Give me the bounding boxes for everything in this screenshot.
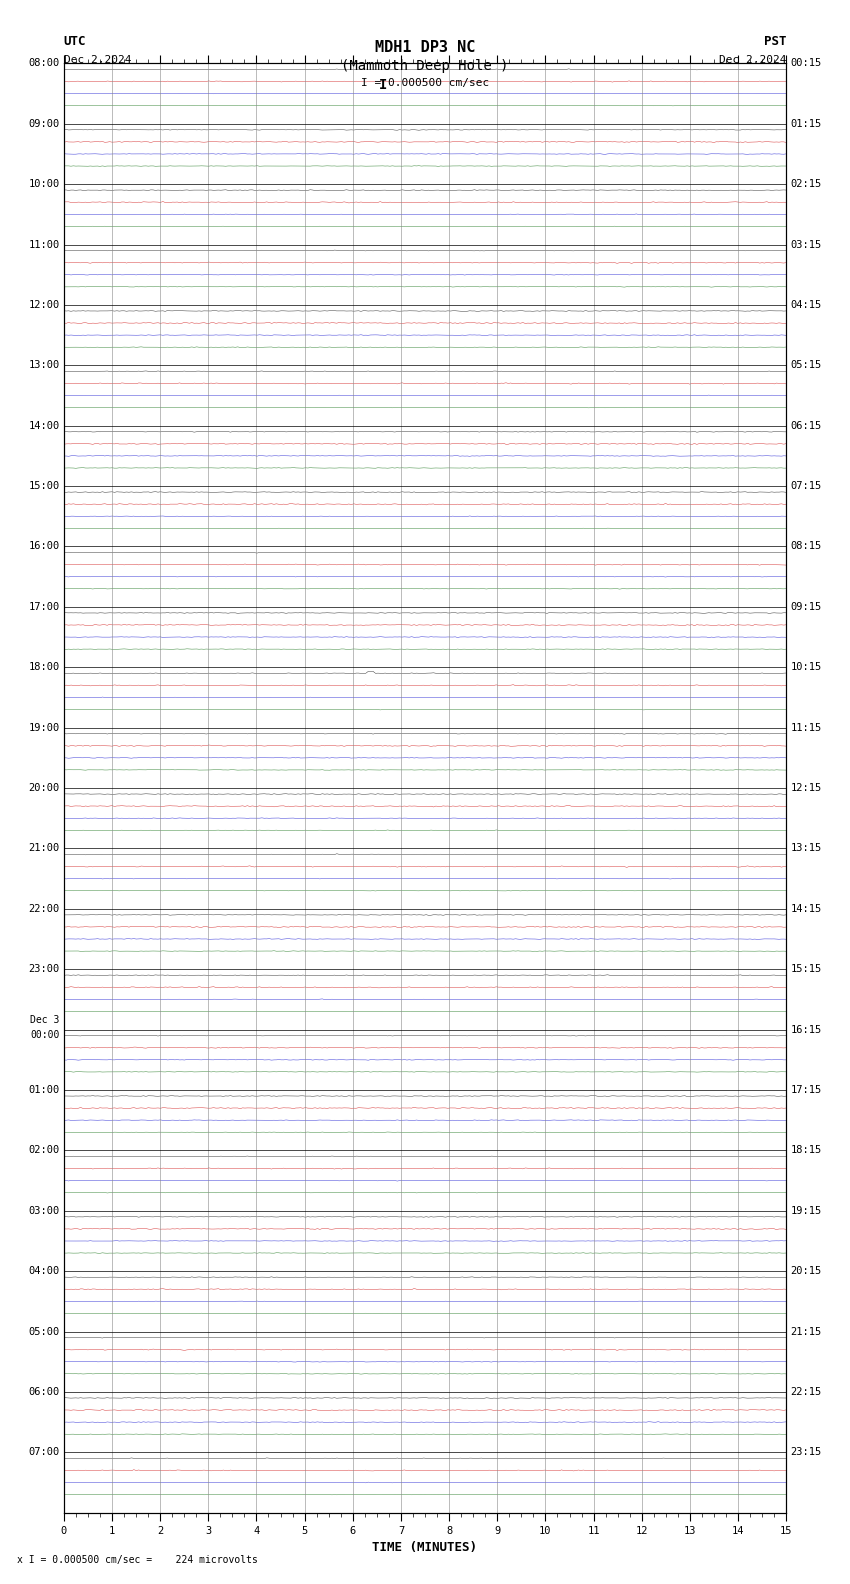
Text: I = 0.000500 cm/sec: I = 0.000500 cm/sec [361,78,489,87]
Text: 23:00: 23:00 [28,965,60,974]
Text: 23:15: 23:15 [790,1448,822,1457]
Text: 13:15: 13:15 [790,843,822,854]
Text: Dec 3: Dec 3 [30,1015,60,1025]
Text: 06:15: 06:15 [790,421,822,431]
Text: 09:15: 09:15 [790,602,822,611]
Text: 04:15: 04:15 [790,299,822,310]
Text: 17:15: 17:15 [790,1085,822,1095]
Text: 00:00: 00:00 [30,1030,60,1039]
X-axis label: TIME (MINUTES): TIME (MINUTES) [372,1541,478,1554]
Text: 10:00: 10:00 [28,179,60,188]
Text: 15:00: 15:00 [28,482,60,491]
Text: 03:00: 03:00 [28,1205,60,1217]
Text: 01:00: 01:00 [28,1085,60,1095]
Text: Dec 2,2024: Dec 2,2024 [719,55,786,65]
Text: 14:00: 14:00 [28,421,60,431]
Text: 07:00: 07:00 [28,1448,60,1457]
Text: 05:00: 05:00 [28,1326,60,1337]
Text: 02:15: 02:15 [790,179,822,188]
Text: 22:15: 22:15 [790,1388,822,1397]
Text: 06:00: 06:00 [28,1388,60,1397]
Text: 20:15: 20:15 [790,1266,822,1277]
Text: I: I [378,78,387,92]
Text: PST: PST [764,35,786,48]
Text: Dec 2,2024: Dec 2,2024 [64,55,131,65]
Text: 10:15: 10:15 [790,662,822,672]
Text: 16:15: 16:15 [790,1025,822,1034]
Text: 01:15: 01:15 [790,119,822,128]
Text: 04:00: 04:00 [28,1266,60,1277]
Text: UTC: UTC [64,35,86,48]
Text: (Mammoth Deep Hole ): (Mammoth Deep Hole ) [341,59,509,73]
Text: 14:15: 14:15 [790,904,822,914]
Text: 21:00: 21:00 [28,843,60,854]
Text: 20:00: 20:00 [28,782,60,794]
Text: 09:00: 09:00 [28,119,60,128]
Text: 11:00: 11:00 [28,239,60,250]
Text: 15:15: 15:15 [790,965,822,974]
Text: 03:15: 03:15 [790,239,822,250]
Text: 21:15: 21:15 [790,1326,822,1337]
Text: 07:15: 07:15 [790,482,822,491]
Text: 11:15: 11:15 [790,722,822,733]
Text: 02:00: 02:00 [28,1145,60,1155]
Text: x I = 0.000500 cm/sec =    224 microvolts: x I = 0.000500 cm/sec = 224 microvolts [17,1555,258,1565]
Text: 18:15: 18:15 [790,1145,822,1155]
Text: 00:15: 00:15 [790,59,822,68]
Text: 16:00: 16:00 [28,542,60,551]
Text: 08:15: 08:15 [790,542,822,551]
Text: 05:15: 05:15 [790,360,822,371]
Text: 17:00: 17:00 [28,602,60,611]
Text: MDH1 DP3 NC: MDH1 DP3 NC [375,40,475,54]
Text: 18:00: 18:00 [28,662,60,672]
Text: 08:00: 08:00 [28,59,60,68]
Text: 12:15: 12:15 [790,782,822,794]
Text: 12:00: 12:00 [28,299,60,310]
Text: 22:00: 22:00 [28,904,60,914]
Text: 13:00: 13:00 [28,360,60,371]
Text: 19:15: 19:15 [790,1205,822,1217]
Text: 19:00: 19:00 [28,722,60,733]
